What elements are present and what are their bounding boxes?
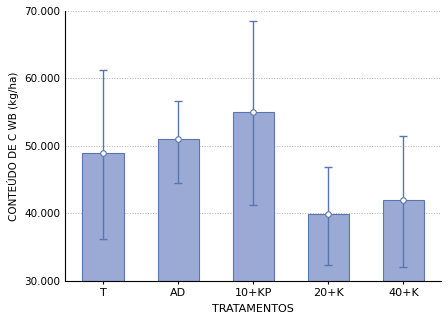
Bar xyxy=(233,112,274,281)
Bar xyxy=(383,200,424,281)
Bar xyxy=(308,214,349,281)
Y-axis label: CONTEÚDO DE C WB (kg/ha): CONTEÚDO DE C WB (kg/ha) xyxy=(7,71,19,221)
X-axis label: TRATAMENTOS: TRATAMENTOS xyxy=(212,304,294,314)
Bar xyxy=(158,139,199,281)
Bar xyxy=(82,153,124,281)
